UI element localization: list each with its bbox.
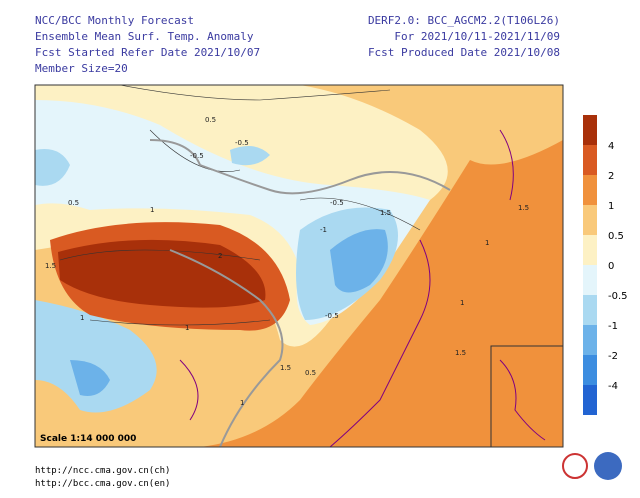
colorbar-label: 0 <box>608 261 614 272</box>
colorbar-label: 2 <box>608 171 614 182</box>
colorbar-segment <box>583 355 597 385</box>
colorbar-segment <box>583 325 597 355</box>
map-scale: Scale 1:14 000 000 <box>40 434 136 444</box>
colorbar-segment <box>583 175 597 205</box>
footer-url: http://ncc.cma.gov.cn(ch) <box>35 466 170 476</box>
contour-label: 0.5 <box>68 199 79 207</box>
header-line: Ensemble Mean Surf. Temp. Anomaly <box>35 30 254 43</box>
colorbar-label: 4 <box>608 141 614 152</box>
footer-url: http://bcc.cma.gov.cn(en) <box>35 479 170 489</box>
anomaly-field <box>58 239 266 308</box>
footer: http://ncc.cma.gov.cn(ch) http://bcc.cma.… <box>35 466 170 489</box>
colorbar-segment <box>583 205 597 235</box>
colorbar-label: -1 <box>608 321 618 332</box>
contour-label: -0.5 <box>235 139 249 147</box>
map-frame <box>34 84 564 448</box>
colorbar-segment <box>583 385 597 415</box>
anomaly-field <box>35 146 270 186</box>
colorbar-segment <box>583 295 597 325</box>
colorbar-label: -4 <box>608 381 618 392</box>
colorbar-segment <box>583 265 597 295</box>
colorbar-label: -0.5 <box>608 291 628 302</box>
contour-label: 0.5 <box>205 116 216 124</box>
contour-label: 2 <box>218 252 222 260</box>
coastline <box>499 359 546 441</box>
border <box>149 139 451 447</box>
contour-line <box>59 85 421 326</box>
contour-label: 1.5 <box>45 262 56 270</box>
contour-label: 1.5 <box>518 204 529 212</box>
header-line: Fcst Started Refer Date 2021/10/07 <box>35 46 260 59</box>
colorbar-segment <box>583 235 597 265</box>
contour-label: -1 <box>320 226 327 234</box>
contour-label: 1 <box>185 324 189 332</box>
header-line: DERF2.0: BCC_AGCM2.2(T106L26) <box>368 14 560 27</box>
contour-label: 1.5 <box>280 364 291 372</box>
contour-label: 1 <box>485 239 489 247</box>
contour-label: -0.5 <box>190 152 204 160</box>
contour-label: 0.5 <box>305 369 316 377</box>
contour-label: 1.5 <box>455 349 466 357</box>
logos <box>562 452 622 480</box>
anomaly-field <box>330 229 388 293</box>
anomaly-field <box>70 360 110 396</box>
header-line: For 2021/10/11-2021/11/09 <box>394 30 560 43</box>
logo <box>594 452 622 480</box>
colorbar-segment <box>583 115 597 145</box>
header-line: Fcst Produced Date 2021/10/08 <box>368 46 560 59</box>
header-line: NCC/BCC Monthly Forecast <box>35 14 194 27</box>
logo <box>562 453 588 479</box>
colorbar-segment <box>583 145 597 175</box>
colorbar-label: 1 <box>608 201 614 212</box>
anomaly-field <box>35 300 157 413</box>
colorbar-label: 0.5 <box>608 231 624 242</box>
coastline <box>179 129 514 447</box>
contour-label: 1 <box>80 314 84 322</box>
contour-label: 1 <box>240 399 244 407</box>
header-line: Member Size=20 <box>35 62 128 75</box>
colorbar-label: -2 <box>608 351 618 362</box>
colorbar: 4 2 1 0.5 0 -0.5 -1 -2 -4 <box>583 115 628 415</box>
contour-label: 1 <box>460 299 464 307</box>
contour-labels: 0.5 -0.5 0.5 1 1.5 1 -0.5 -1 1.5 -0.5 2 1 1.5 -0.5 1 1.… <box>45 116 529 407</box>
contour-label: -0.5 <box>325 312 339 320</box>
map: 0.5 -0.5 0.5 1 1.5 1 -0.5 -1 1.5 -0.5 2 1 1.5 -0.5 1 1.… <box>34 84 564 448</box>
contour-label: 1.5 <box>380 209 391 217</box>
header: NCC/BCC Monthly Forecast Ensemble Mean Su… <box>35 14 560 75</box>
contour-label: -0.5 <box>330 199 344 207</box>
contour-label: 1 <box>150 206 154 214</box>
